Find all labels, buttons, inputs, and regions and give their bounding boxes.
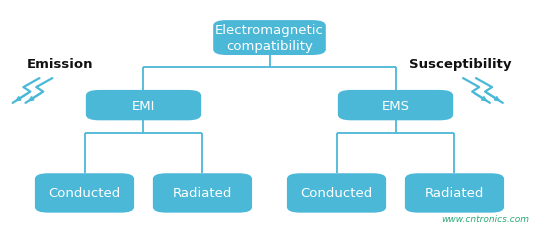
Text: EMI: EMI xyxy=(132,99,155,112)
FancyBboxPatch shape xyxy=(153,173,252,213)
Text: Emission: Emission xyxy=(27,58,94,71)
FancyBboxPatch shape xyxy=(35,173,134,213)
Text: Susceptibility: Susceptibility xyxy=(410,58,512,71)
FancyBboxPatch shape xyxy=(213,21,326,56)
Text: Conducted: Conducted xyxy=(300,187,372,200)
FancyBboxPatch shape xyxy=(86,91,201,121)
Text: Radiated: Radiated xyxy=(173,187,232,200)
Text: EMS: EMS xyxy=(382,99,410,112)
Text: www.cntronics.com: www.cntronics.com xyxy=(441,215,530,223)
Text: Electromagnetic
compatibility: Electromagnetic compatibility xyxy=(215,24,324,53)
FancyBboxPatch shape xyxy=(405,173,504,213)
Text: Conducted: Conducted xyxy=(49,187,121,200)
FancyBboxPatch shape xyxy=(338,91,453,121)
FancyBboxPatch shape xyxy=(287,173,386,213)
Text: Radiated: Radiated xyxy=(425,187,484,200)
